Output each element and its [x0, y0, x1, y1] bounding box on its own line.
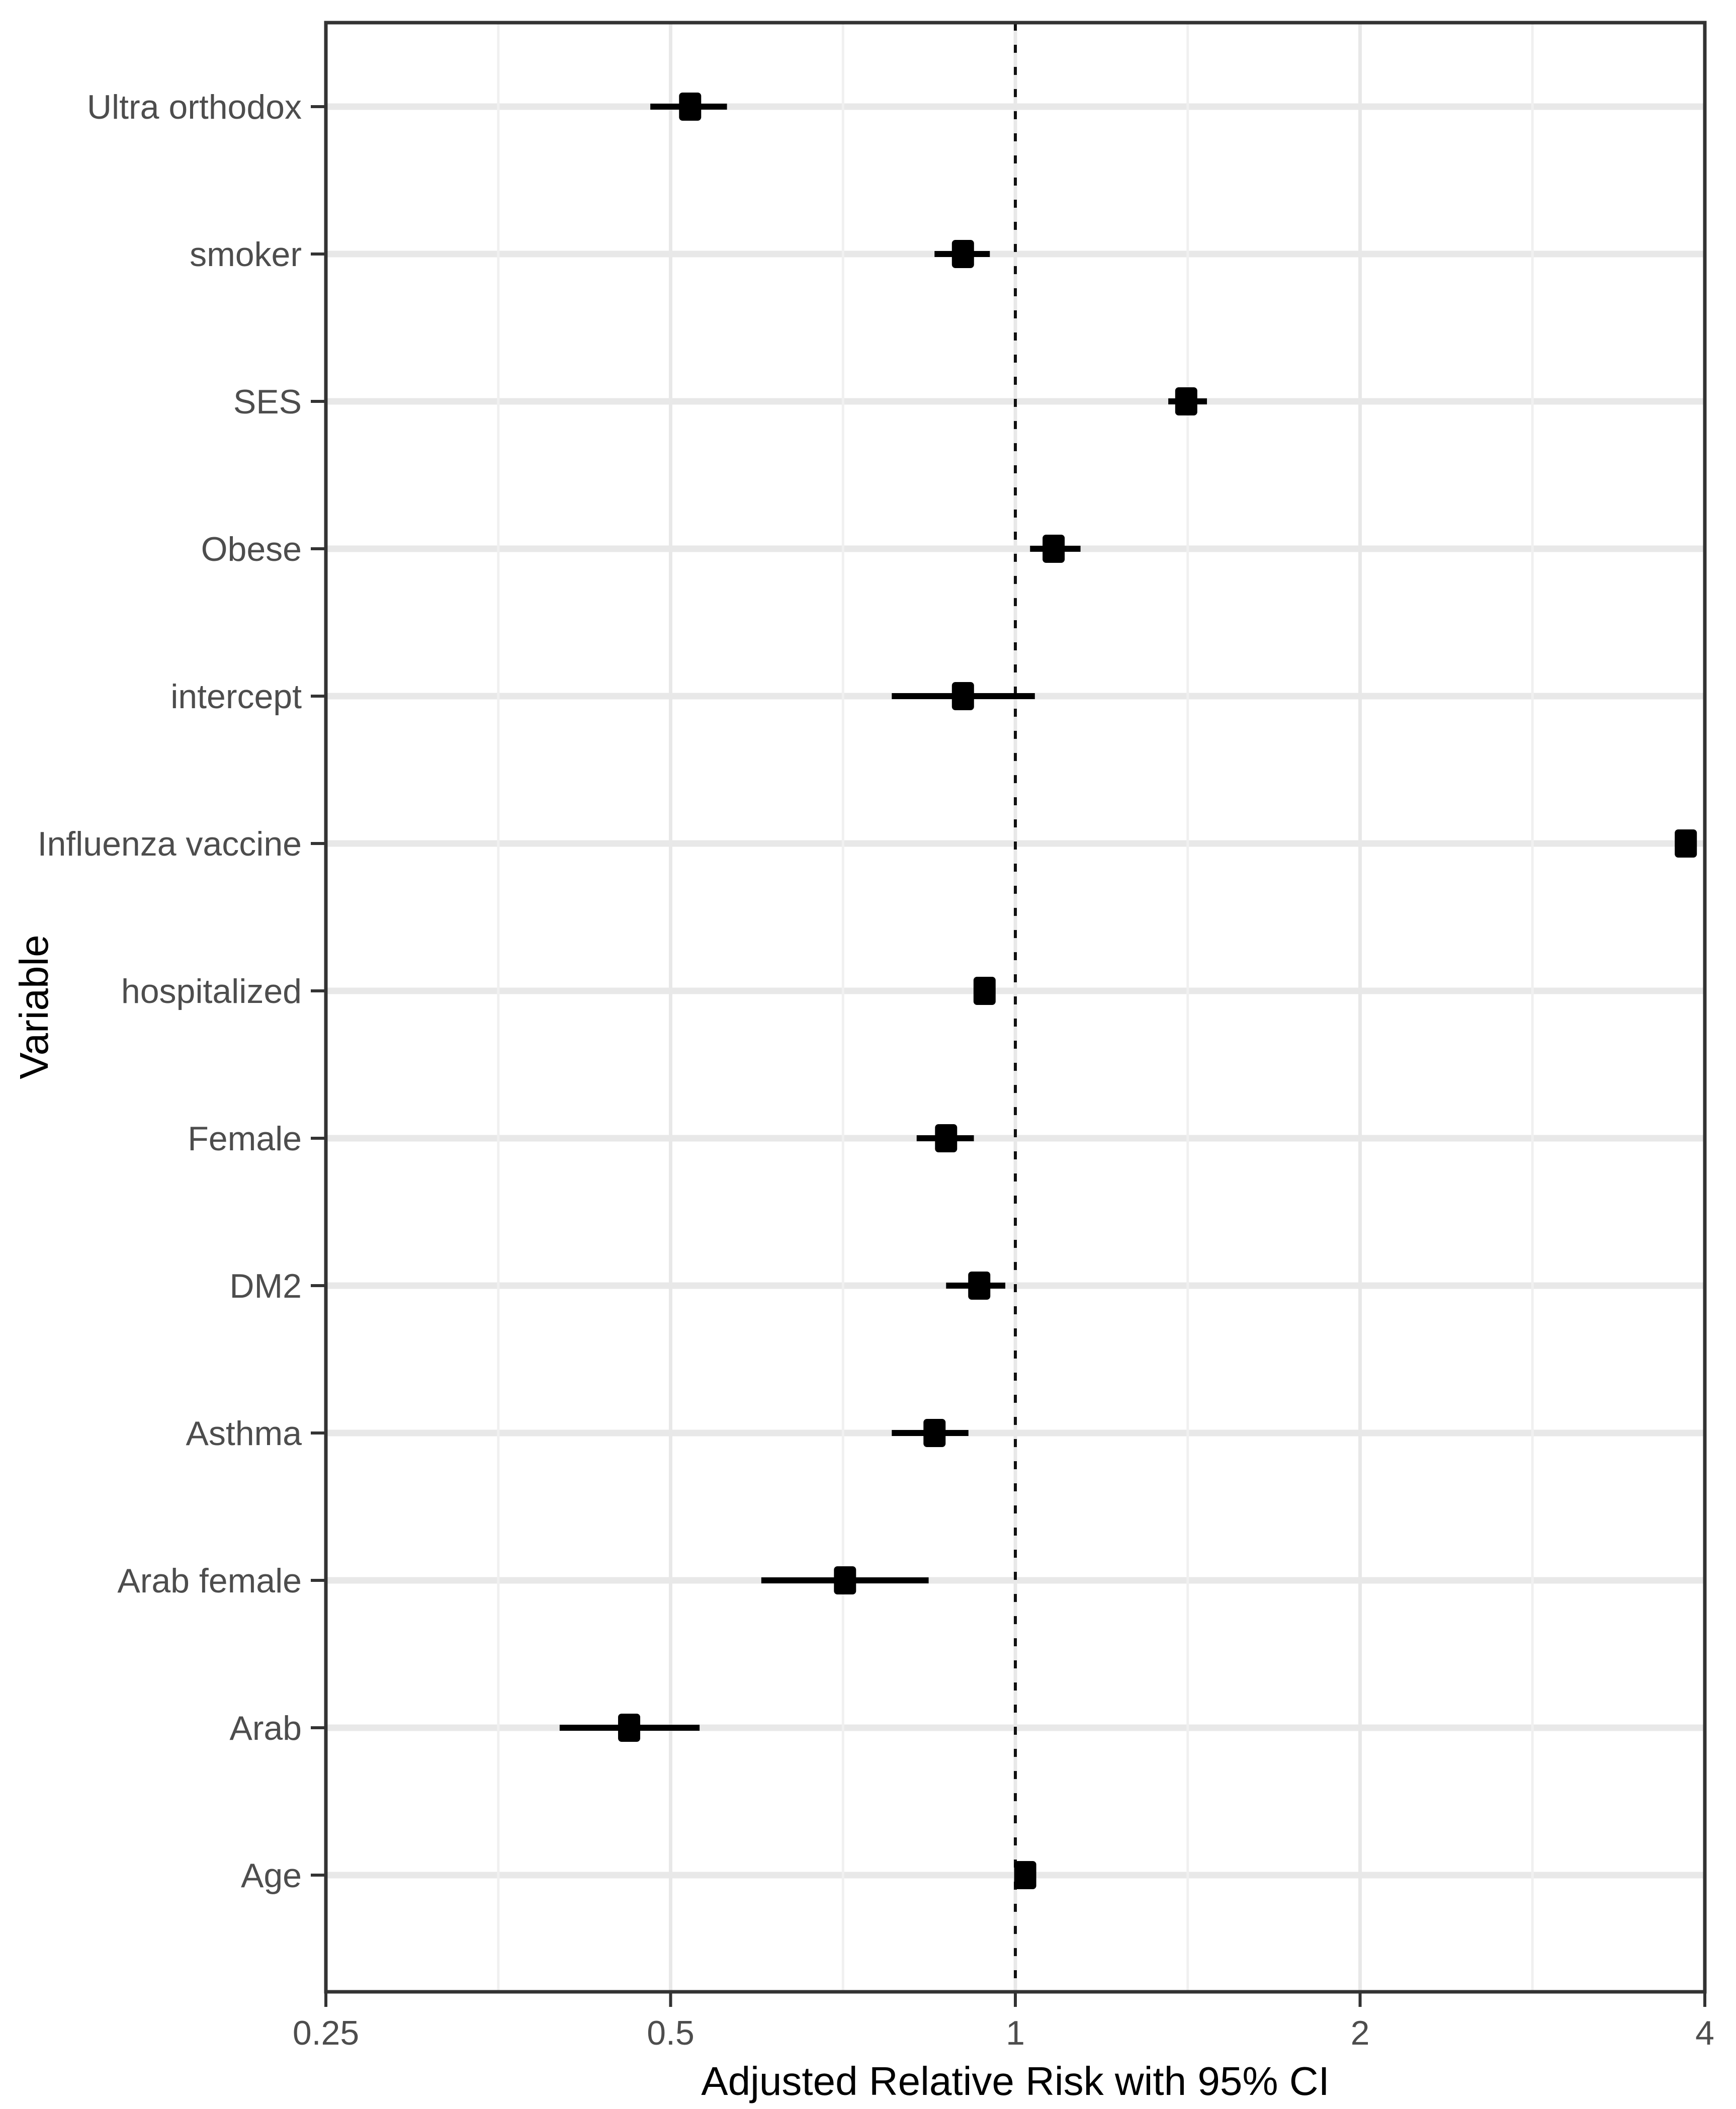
- point-marker: [1014, 1861, 1036, 1889]
- y-axis-title: Variable: [12, 935, 56, 1079]
- y-tick-label: Arab female: [117, 1562, 302, 1600]
- y-tick-label: smoker: [190, 235, 302, 274]
- y-tick-label: Female: [188, 1120, 302, 1158]
- x-tick-label: 0.25: [293, 2014, 359, 2052]
- point-marker: [679, 93, 702, 121]
- y-tick-label: SES: [233, 383, 302, 421]
- point-marker: [935, 1124, 958, 1152]
- y-tick-labels: Ultra orthodox smoker SES Obese intercept Inf…: [38, 88, 302, 1895]
- y-tick-label: hospitalized: [121, 972, 302, 1010]
- x-tick-label: 4: [1695, 2014, 1714, 2052]
- point-marker: [968, 1272, 991, 1300]
- point-marker: [923, 1419, 946, 1447]
- y-tick-label: Influenza vaccine: [38, 825, 302, 863]
- x-tick-labels: 0.25 0.5 1 2 4: [293, 2014, 1714, 2052]
- x-tick-label: 2: [1351, 2014, 1370, 2052]
- axis-ticks-layer: [311, 105, 1706, 2007]
- y-tick-label: Ultra orthodox: [87, 88, 302, 126]
- x-tick-label: 0.5: [647, 2014, 695, 2052]
- point-marker: [1175, 387, 1197, 415]
- y-tick-label: Obese: [201, 530, 302, 568]
- point-marker: [1043, 535, 1065, 563]
- y-tick-label: Asthma: [186, 1414, 302, 1453]
- point-marker: [618, 1714, 641, 1742]
- y-tick-label: Age: [241, 1857, 302, 1895]
- y-tick-label: DM2: [229, 1267, 302, 1305]
- y-tick-label: intercept: [170, 678, 302, 716]
- point-marker-layer: [618, 93, 1697, 1889]
- y-tick-label: Arab: [229, 1709, 302, 1747]
- point-marker: [951, 682, 974, 710]
- point-marker: [834, 1566, 856, 1594]
- x-axis-title: Adjusted Relative Risk with 95% CI: [701, 2059, 1329, 2103]
- point-marker: [1675, 829, 1697, 858]
- point-marker: [951, 240, 974, 268]
- point-marker: [973, 977, 996, 1005]
- x-tick-label: 1: [1006, 2014, 1025, 2052]
- vertical-minor-gridlines: [497, 23, 1534, 1992]
